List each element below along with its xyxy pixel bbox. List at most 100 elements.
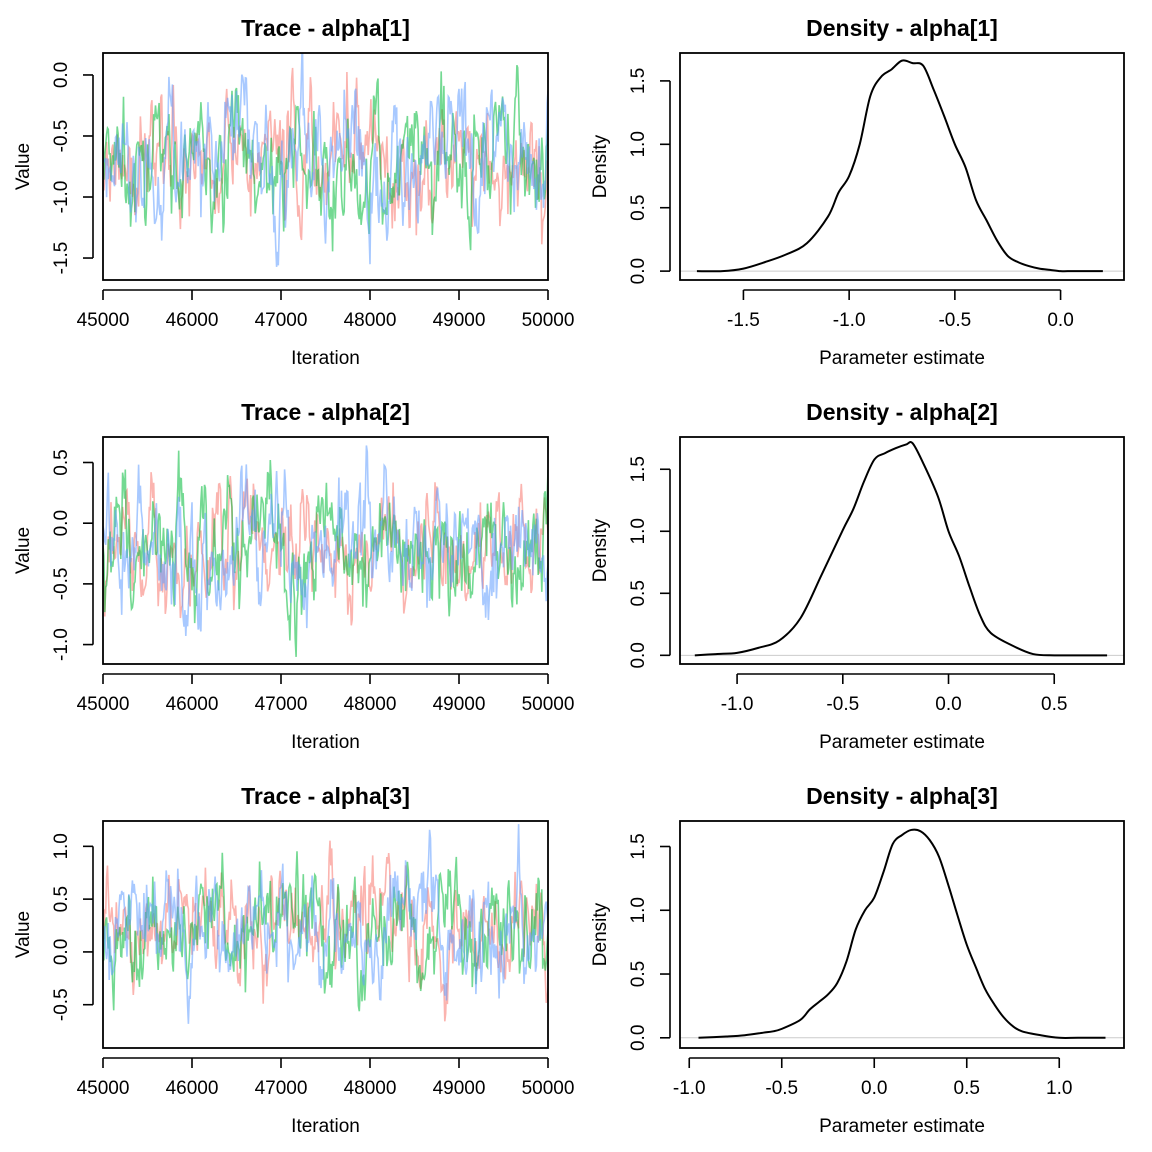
plot-area	[103, 445, 548, 657]
x-tick-label: 48000	[344, 694, 397, 715]
plot-area	[103, 824, 548, 1024]
x-tick-label: 47000	[255, 1078, 308, 1099]
x-tick-label: 0.5	[954, 1078, 980, 1099]
panel-title: Trace - alpha[3]	[241, 783, 410, 809]
x-tick-label: 0.0	[935, 694, 961, 715]
y-tick-label: 0.5	[628, 961, 649, 987]
y-tick-label: 1.0	[51, 833, 72, 859]
y-tick-label: 0.5	[51, 886, 72, 912]
plot-frame	[102, 52, 549, 281]
y-tick-label: 1.5	[628, 456, 649, 482]
y-tick-label: -1.5	[51, 242, 72, 275]
y-axis: 1.0 0.5 0.0 -0.5	[51, 833, 94, 1021]
x-tick-label: -1.5	[727, 310, 760, 331]
x-tick-label: 50000	[522, 694, 575, 715]
plot-area	[680, 59, 1124, 273]
y-tick-label: 0.0	[51, 939, 72, 965]
x-tick-label: 45000	[77, 310, 130, 331]
y-axis-label: Value	[13, 143, 34, 190]
x-tick-label: 46000	[166, 694, 219, 715]
panel-2: Density - alpha[1] -1.5 -1.0 -0.5 0.0 Paramet…	[590, 15, 1125, 369]
y-tick-label: 0.0	[628, 258, 649, 284]
plot-frame	[102, 436, 549, 665]
trace-line-chain-3	[103, 53, 548, 267]
panel-4: Density - alpha[2] -1.0 -0.5 0.0 0.5 Paramete…	[590, 399, 1125, 753]
y-tick-label: 0.0	[628, 1025, 649, 1051]
plot-area	[103, 53, 548, 267]
x-axis: 45000 46000 47000 48000 49000 50000	[77, 1057, 574, 1099]
y-axis-label: Density	[590, 518, 611, 582]
panel-title: Density - alpha[2]	[806, 399, 998, 425]
plot-frame	[679, 820, 1125, 1049]
trace-line-chain-3	[103, 445, 548, 637]
x-axis: 45000 46000 47000 48000 49000 50000	[77, 289, 575, 331]
y-axis: 0.0 -0.5 -1.0 -1.5	[51, 62, 94, 275]
x-tick-label: 49000	[433, 694, 486, 715]
y-tick-label: -0.5	[51, 568, 72, 601]
x-tick-label: 48000	[344, 1078, 397, 1099]
y-tick-label: -1.0	[51, 628, 72, 661]
y-axis-label: Value	[13, 527, 34, 574]
y-tick-label: 0.0	[628, 642, 649, 668]
x-tick-label: 0.0	[1047, 310, 1073, 331]
y-axis: 0.0 0.5 1.0 1.5	[628, 833, 671, 1051]
panel-6: Density - alpha[3] -1.0 -0.5 0.0 0.5 1.0 Param…	[590, 783, 1125, 1137]
x-tick-label: 47000	[255, 694, 308, 715]
y-tick-label: 1.0	[628, 897, 649, 923]
x-axis: -1.5 -1.0 -0.5 0.0	[727, 289, 1074, 331]
x-axis: -1.0 -0.5 0.0 0.5	[721, 673, 1067, 715]
x-tick-label: 0.5	[1041, 694, 1067, 715]
x-axis-label: Iteration	[291, 732, 360, 753]
y-axis-label: Density	[590, 902, 611, 966]
plot-area	[680, 828, 1124, 1039]
density-curve	[696, 59, 1103, 273]
x-tick-label: -0.5	[938, 310, 971, 331]
panel-3: Trace - alpha[2] 45000 46000 47000 48000 4900…	[13, 399, 574, 753]
x-tick-label: 0.0	[861, 1078, 887, 1099]
y-tick-label: -0.5	[51, 988, 72, 1021]
y-tick-label: 0.5	[51, 449, 72, 475]
y-axis: 0.0 0.5 1.0 1.5	[628, 68, 671, 284]
plot-frame	[679, 52, 1125, 281]
y-tick-label: 1.0	[628, 518, 649, 544]
plot-frame	[679, 436, 1125, 665]
y-axis-label: Density	[590, 134, 611, 198]
x-axis: -1.0 -0.5 0.0 0.5 1.0	[673, 1057, 1072, 1099]
x-tick-label: 50000	[522, 310, 575, 331]
x-tick-label: -0.5	[826, 694, 859, 715]
y-axis: 0.5 0.0 -0.5 -1.0	[51, 449, 94, 661]
x-tick-label: 47000	[255, 310, 308, 331]
x-tick-label: 49000	[433, 310, 486, 331]
y-tick-label: 0.0	[51, 62, 72, 88]
panel-title: Trace - alpha[2]	[241, 399, 410, 425]
density-curve	[698, 828, 1106, 1039]
x-tick-label: 1.0	[1046, 1078, 1072, 1099]
x-axis-label: Parameter estimate	[819, 1116, 985, 1137]
trace-line-chain-2	[103, 450, 548, 657]
x-tick-label: 46000	[166, 310, 219, 331]
x-axis: 45000 46000 47000 48000 49000 50000	[77, 673, 575, 715]
y-tick-label: -1.0	[51, 181, 72, 214]
trace-line-chain-3	[103, 824, 548, 1024]
x-tick-label: 45000	[77, 694, 130, 715]
x-axis-label: Parameter estimate	[819, 732, 985, 753]
x-tick-label: 48000	[344, 310, 397, 331]
y-tick-label: 0.5	[628, 580, 649, 606]
x-axis-label: Iteration	[291, 1116, 360, 1137]
x-axis-label: Parameter estimate	[819, 348, 985, 369]
y-axis: 0.0 0.5 1.0 1.5	[628, 456, 671, 669]
plot-frame	[102, 820, 549, 1049]
x-tick-label: -1.0	[833, 310, 866, 331]
panel-1: Trace - alpha[1] 45000 46000 47000 48000 4900…	[13, 15, 574, 369]
panel-5: Trace - alpha[3] 45000 46000 47000 48000 4900…	[13, 783, 574, 1137]
plot-area	[680, 440, 1124, 657]
x-tick-label: 49000	[433, 1078, 486, 1099]
x-tick-label: -1.0	[721, 694, 754, 715]
y-tick-label: 1.0	[628, 131, 649, 157]
y-tick-label: 1.5	[628, 833, 649, 859]
panel-title: Density - alpha[1]	[806, 15, 998, 41]
x-axis-label: Iteration	[291, 348, 360, 369]
panel-title: Trace - alpha[1]	[241, 15, 410, 41]
panel-title: Density - alpha[3]	[806, 783, 998, 809]
